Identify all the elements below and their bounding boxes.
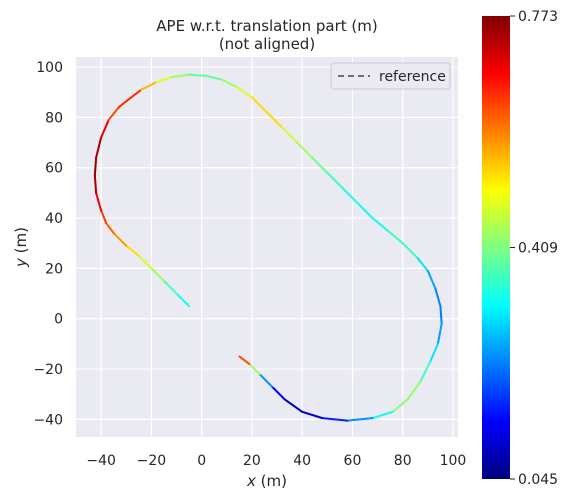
trajectory-segment [371, 217, 389, 232]
legend-reference-label: reference [379, 69, 446, 85]
trajectory-segment [296, 141, 314, 159]
y-tick-label: 80 [45, 110, 63, 126]
y-tick-label: 20 [45, 261, 63, 277]
trajectory-segment [93, 156, 98, 177]
x-tick-label: 80 [394, 453, 412, 469]
trajectory-segment [140, 81, 158, 91]
x-tick-label: −40 [86, 453, 116, 469]
chart-title: APE w.r.t. translation part (m) [156, 17, 377, 35]
x-axis-label: x (m) [246, 472, 287, 490]
trajectory-segment [371, 410, 394, 420]
trajectory-segment [112, 232, 128, 247]
colorbar-tick-label: 0.045 [518, 472, 558, 488]
trajectory-segment [188, 73, 208, 77]
trajectory-segment [93, 174, 98, 194]
trajectory-segment [301, 410, 324, 420]
chart-subtitle: (not aligned) [219, 35, 315, 53]
trajectory-segment [205, 74, 223, 81]
legend-box [330, 62, 451, 90]
trajectory-segment [346, 417, 374, 422]
trajectory-segment [235, 86, 253, 99]
colorbar-ticks: 0.773 0.409 0.045 [510, 9, 558, 488]
trajectory-segment [150, 267, 165, 282]
trajectory-segment [250, 96, 268, 114]
grid [76, 57, 458, 437]
trajectory-segment [125, 244, 140, 257]
trajectory-segment [137, 254, 153, 270]
trajectory-segment [271, 385, 286, 401]
trajectory-segment [436, 322, 443, 345]
x-tick-label: 60 [344, 453, 362, 469]
y-axis-label: y (m) [12, 227, 30, 268]
trajectory-segment [401, 242, 419, 260]
x-tick-label: 0 [197, 453, 206, 469]
trajectory-segment [434, 287, 442, 308]
trajectory-segment [386, 229, 404, 245]
y-tick-label: −40 [33, 412, 63, 428]
trajectory-segment [155, 76, 173, 84]
trajectory-segment [130, 88, 143, 99]
trajectory-segment [391, 398, 409, 413]
x-tick-label: 40 [293, 453, 311, 469]
trajectory-segment [266, 111, 284, 129]
trajectory-segment [426, 269, 437, 290]
trajectory-segment [100, 118, 110, 139]
x-tick-label: −20 [137, 453, 167, 469]
trajectory-segment [105, 222, 115, 235]
trajectory-segment [439, 305, 443, 325]
trajectory-segment [248, 363, 261, 376]
trajectory-segment [220, 78, 238, 89]
y-tick-label: −20 [33, 362, 63, 378]
trajectory-segment [429, 342, 439, 363]
trajectory-segment [341, 186, 359, 204]
plot-area [76, 57, 458, 437]
trajectory-segment [100, 209, 108, 225]
x-tick-label: 100 [440, 453, 467, 469]
trajectory-segment [170, 73, 191, 79]
trajectory-segment [419, 360, 432, 383]
colorbar-gradient [482, 16, 510, 479]
y-tick-label: 40 [45, 211, 63, 227]
colorbar: 0.773 0.409 0.045 [482, 9, 558, 488]
trajectory-segment [416, 257, 429, 272]
trajectory-segment [95, 136, 103, 159]
trajectory-segment [258, 373, 274, 388]
trajectory-segment [406, 380, 422, 401]
trajectory-segment [311, 156, 329, 174]
trajectory-segment [238, 355, 251, 366]
trajectory-segment [356, 201, 374, 220]
x-tick-labels: −40 −20 0 20 40 60 80 100 [86, 453, 466, 469]
y-tick-label: 60 [45, 161, 63, 177]
trajectory-segment [117, 96, 133, 109]
x-tick-label: 20 [243, 453, 261, 469]
trajectory-segment [107, 106, 120, 121]
colorbar-tick-label: 0.773 [518, 9, 558, 25]
trajectory-segment [321, 417, 349, 422]
legend: reference [330, 62, 451, 90]
trajectory-segment [162, 279, 178, 295]
trajectory-path [93, 73, 443, 422]
colorbar-tick-label: 0.409 [518, 241, 558, 257]
trajectory-segment [281, 126, 299, 144]
y-tick-label: 0 [54, 312, 63, 328]
trajectory-segment [175, 292, 191, 308]
y-tick-label: 100 [36, 60, 63, 76]
trajectory-segment [326, 171, 344, 189]
trajectory-segment [95, 191, 103, 212]
y-tick-labels: −40 −20 0 20 40 60 80 100 [33, 60, 63, 428]
trajectory-segment [283, 398, 304, 413]
